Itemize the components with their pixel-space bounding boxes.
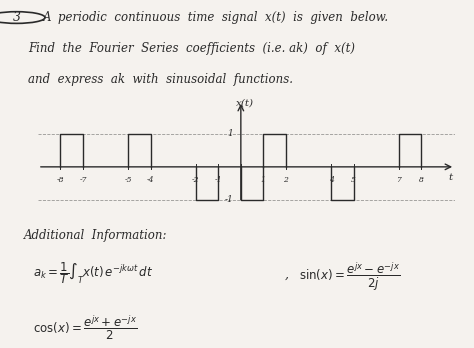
Text: 5: 5 — [351, 176, 356, 184]
Text: -1: -1 — [215, 176, 222, 184]
Text: A  periodic  continuous  time  signal  x(t)  is  given  below.: A periodic continuous time signal x(t) i… — [43, 11, 389, 24]
Text: -2: -2 — [192, 176, 200, 184]
Text: -1: -1 — [224, 195, 233, 204]
Text: -5: -5 — [124, 176, 132, 184]
Text: 1: 1 — [227, 129, 233, 139]
Text: -8: -8 — [57, 176, 64, 184]
Text: -7: -7 — [79, 176, 87, 184]
Text: Find  the  Fourier  Series  coefficients  (i.e. ak)  of  x(t): Find the Fourier Series coefficients (i.… — [28, 42, 356, 55]
Text: and  express  ak  with  sinusoidal  functions.: and express ak with sinusoidal functions… — [28, 73, 293, 86]
Text: $a_k = \dfrac{1}{T}\int_{T} x(t)\, e^{-jk\omega t}\, dt$: $a_k = \dfrac{1}{T}\int_{T} x(t)\, e^{-j… — [33, 260, 154, 286]
Text: 4: 4 — [328, 176, 334, 184]
Text: 3: 3 — [13, 11, 20, 24]
Text: 8: 8 — [419, 176, 424, 184]
Text: 7: 7 — [396, 176, 401, 184]
Text: ,: , — [284, 268, 288, 281]
Text: 2: 2 — [283, 176, 288, 184]
Text: x(t): x(t) — [236, 98, 254, 108]
Text: t: t — [448, 173, 453, 182]
Text: $\sin(x) = \dfrac{e^{jx} - e^{-jx}}{2j}$: $\sin(x) = \dfrac{e^{jx} - e^{-jx}}{2j}$ — [299, 260, 400, 293]
Text: -4: -4 — [147, 176, 155, 184]
Text: 1: 1 — [261, 176, 266, 184]
Text: Additional  Information:: Additional Information: — [24, 229, 167, 242]
Text: $\cos(x) = \dfrac{e^{jx} + e^{-jx}}{2}$: $\cos(x) = \dfrac{e^{jx} + e^{-jx}}{2}$ — [33, 313, 137, 341]
